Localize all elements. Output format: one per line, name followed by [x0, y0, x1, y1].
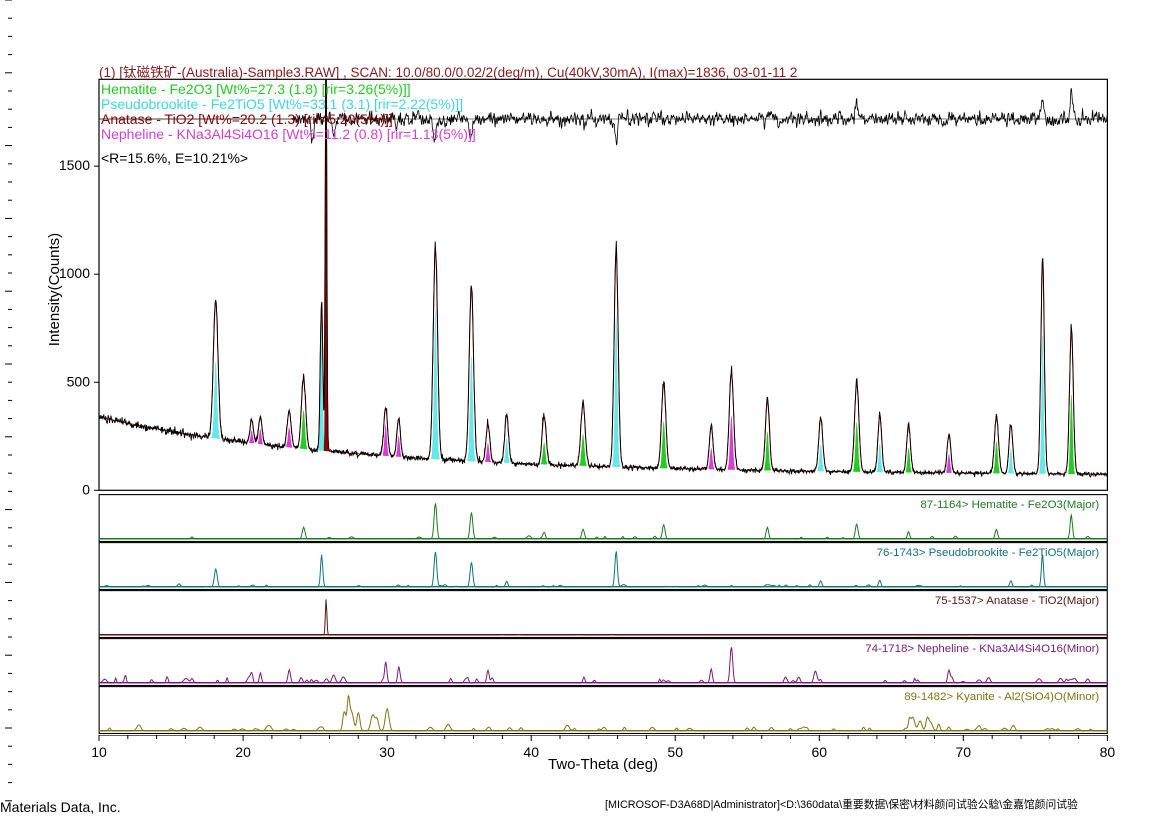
svg-text:500: 500: [67, 373, 91, 389]
svg-text:1000: 1000: [59, 265, 90, 281]
svg-text:87-1164> Hematite - Fe2O3(Majo: 87-1164> Hematite - Fe2O3(Major): [920, 499, 1099, 511]
svg-text:60: 60: [812, 744, 828, 760]
svg-text:50: 50: [667, 744, 683, 760]
svg-text:30: 30: [379, 744, 395, 760]
svg-text:80: 80: [1100, 744, 1116, 760]
svg-text:76-1743> Pseudobrookite - Fe2T: 76-1743> Pseudobrookite - Fe2TiO5(Major): [877, 547, 1100, 559]
svg-text:70: 70: [956, 744, 972, 760]
svg-text:1500: 1500: [59, 157, 90, 173]
svg-text:20: 20: [235, 744, 251, 760]
svg-text:10: 10: [91, 744, 107, 760]
svg-text:75-1537> Anatase - TiO2(Major): 75-1537> Anatase - TiO2(Major): [935, 595, 1100, 607]
svg-text:40: 40: [523, 744, 539, 760]
svg-text:74-1718> Nepheline - KNa3Al4Si: 74-1718> Nepheline - KNa3Al4Si4O16(Minor…: [865, 643, 1099, 655]
svg-text:89-1482> Kyanite - Al2(SiO4)O(: 89-1482> Kyanite - Al2(SiO4)O(Minor): [904, 691, 1099, 703]
